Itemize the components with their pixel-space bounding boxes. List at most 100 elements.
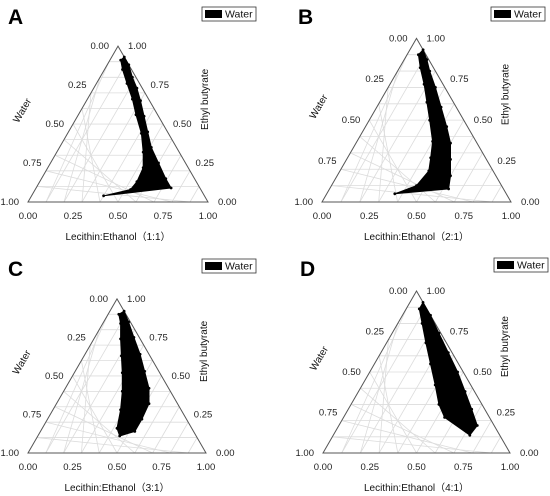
tick-label: 0.00 xyxy=(90,294,109,305)
tick-label: 0.50 xyxy=(473,367,492,378)
tick-label: 0.75 xyxy=(23,158,42,169)
data-point xyxy=(447,187,450,191)
legend-swatch xyxy=(497,261,514,269)
tick-label: 0.75 xyxy=(319,408,338,419)
data-point xyxy=(119,337,122,341)
tick-label: 0.75 xyxy=(149,332,168,343)
data-point xyxy=(102,194,105,198)
data-point xyxy=(127,63,131,67)
tick-label: 1.00 xyxy=(427,286,446,297)
data-point xyxy=(429,313,432,317)
data-point xyxy=(141,166,145,170)
tick-label: 1.00 xyxy=(501,462,520,473)
grid-line xyxy=(350,404,455,454)
data-point xyxy=(428,118,432,122)
legend: Water xyxy=(201,6,257,22)
data-point xyxy=(149,146,153,149)
tick-label: 0.50 xyxy=(407,211,426,222)
data-point xyxy=(417,307,421,311)
grid-line xyxy=(369,371,417,454)
tick-labels: 0.00 0.00 0.00 0.25 0.25 0.25 0.50 0.50 0.50 0.75… xyxy=(1,294,235,473)
data-point xyxy=(132,336,136,339)
grid-line xyxy=(472,169,493,203)
data-point xyxy=(421,48,425,52)
grid-line xyxy=(72,123,119,203)
data-point xyxy=(463,390,467,393)
tick-label: 0.00 xyxy=(19,462,38,473)
tick-label: 1.00 xyxy=(1,448,20,459)
data-point xyxy=(119,408,122,412)
grid-line xyxy=(72,375,118,454)
tick-label: 0.50 xyxy=(173,119,192,130)
axis-title-bottom: Lecithin:Ethanol（3:1） xyxy=(64,482,169,494)
grid-line xyxy=(435,136,474,203)
legend: Water xyxy=(490,6,546,22)
axis-title-right: Ethyl butyrate xyxy=(199,320,210,382)
axis-title-right: Ethyl butyrate xyxy=(500,63,511,125)
grid-line xyxy=(331,185,493,203)
tick-label: 0.75 xyxy=(318,156,337,167)
axis-title-left: Water xyxy=(308,344,331,373)
data-point xyxy=(424,341,428,345)
tick-label: 0.50 xyxy=(172,371,191,382)
data-point xyxy=(449,158,452,161)
grid-line xyxy=(45,170,173,203)
panel-b: 0.00 0.00 0.00 0.25 0.25 0.25 0.50 0.50 0.50 0.75… xyxy=(295,6,546,243)
panel-label: A xyxy=(8,6,23,29)
data-point xyxy=(437,403,441,406)
data-point xyxy=(434,86,437,89)
data-point xyxy=(421,301,425,304)
grid-line xyxy=(153,155,182,203)
tick-label: 0.50 xyxy=(109,211,128,222)
data-point xyxy=(122,55,126,59)
tick-label: 0.00 xyxy=(314,462,333,473)
grid-line xyxy=(189,186,200,203)
data-point xyxy=(443,416,446,419)
tick-label: 0.25 xyxy=(196,158,215,169)
data-point xyxy=(131,75,134,79)
panel-d: 0.00 0.00 0.00 0.25 0.25 0.25 0.50 0.50 0.50 0.75… xyxy=(296,257,549,494)
tick-label: 0.75 xyxy=(450,327,469,338)
data-point xyxy=(120,371,124,375)
triangle-frame xyxy=(322,290,511,454)
legend-label: Water xyxy=(225,9,253,21)
data-point xyxy=(425,58,429,61)
data-point xyxy=(428,69,432,73)
tick-label: 1.00 xyxy=(295,197,314,208)
data-point xyxy=(439,105,443,109)
data-point xyxy=(121,68,124,71)
data-point xyxy=(415,184,418,188)
data-point xyxy=(119,58,123,62)
data-point xyxy=(125,82,129,85)
data-point xyxy=(169,186,173,190)
tick-label: 0.50 xyxy=(407,462,426,473)
phase-region xyxy=(103,56,172,197)
legend-swatch xyxy=(205,10,222,18)
data-point xyxy=(475,424,479,427)
tick-label: 0.75 xyxy=(454,462,473,473)
tick-label: 0.25 xyxy=(361,462,380,473)
data-point xyxy=(142,114,146,118)
data-point xyxy=(120,389,124,393)
data-point xyxy=(429,362,432,366)
data-point xyxy=(445,125,449,129)
data-point xyxy=(146,130,150,134)
data-point xyxy=(139,99,142,103)
data-point xyxy=(427,169,431,173)
tick-label: 0.00 xyxy=(216,448,235,459)
grid-line xyxy=(36,437,189,454)
tick-label: 0.75 xyxy=(151,80,170,91)
tick-label: 1.00 xyxy=(502,211,521,222)
grid-lines xyxy=(331,54,502,203)
data-point xyxy=(140,132,143,135)
grid-line xyxy=(491,185,502,203)
data-point xyxy=(131,97,134,101)
grid-lines xyxy=(332,306,501,454)
tick-label: 0.00 xyxy=(389,33,408,44)
data-point xyxy=(117,312,121,316)
legend-swatch xyxy=(494,10,511,18)
grid-line xyxy=(170,421,189,454)
tick-label: 0.00 xyxy=(19,211,38,222)
tick-label: 0.50 xyxy=(108,462,127,473)
panel-a: 0.00 0.00 0.00 0.25 0.25 0.25 0.50 0.50 0.50 0.75… xyxy=(1,6,257,243)
